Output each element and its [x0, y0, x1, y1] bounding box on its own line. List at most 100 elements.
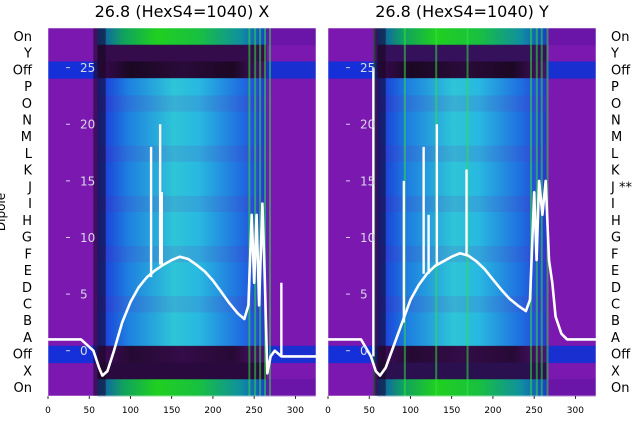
- heatmap-row-edge: [266, 379, 316, 397]
- heatmap-row: [97, 295, 267, 313]
- row-label: On: [611, 30, 629, 45]
- heatmap-row: [97, 111, 267, 129]
- row-label: N: [611, 114, 621, 129]
- row-label: X: [611, 364, 620, 379]
- row-label: C: [23, 298, 32, 313]
- heatmap-row: [377, 78, 547, 96]
- xtick-label: 300: [567, 406, 584, 416]
- overlay-ytick-label: 25: [360, 61, 375, 75]
- heatmap-row: [97, 94, 267, 113]
- overlay-ytick-label: 15: [360, 174, 375, 188]
- row-label: F: [611, 247, 618, 262]
- row-label: K: [23, 164, 32, 179]
- heatmap-row: [377, 295, 547, 313]
- heatmap-streak: [535, 28, 538, 396]
- heatmap-row-edge: [328, 345, 378, 364]
- heatmap-row: [97, 44, 267, 62]
- row-label: On: [14, 30, 32, 45]
- heatmap-row: [377, 379, 547, 397]
- overlay-ytick-label: 20: [80, 118, 95, 132]
- row-label: B: [611, 314, 620, 329]
- heatmap-row: [377, 61, 547, 79]
- overlay-line: [328, 179, 596, 377]
- heatmap-row: [97, 278, 267, 297]
- y-axis-label: Dipole: [0, 193, 8, 231]
- heatmap-row: [97, 262, 267, 280]
- row-label: J: [27, 180, 32, 195]
- heatmap-row-edge: [546, 61, 596, 79]
- heatmap-row: [377, 212, 547, 230]
- row-label: K: [611, 164, 620, 179]
- heatmap-row-edge: [546, 379, 596, 397]
- row-label: G: [611, 231, 621, 246]
- heatmap-row: [377, 111, 547, 129]
- row-label: I: [611, 197, 615, 212]
- row-label: P: [611, 80, 619, 95]
- row-label: E: [611, 264, 619, 279]
- row-label: O: [611, 97, 621, 112]
- overlay-ytick-label: 15: [80, 174, 95, 188]
- heatmap-row: [97, 78, 267, 96]
- heatmap-row: [97, 195, 267, 213]
- row-label: Off: [611, 63, 631, 78]
- heatmap-row-edge: [266, 28, 316, 46]
- heatmap-streak: [254, 28, 257, 396]
- row-label: Y: [610, 47, 619, 62]
- row-label: A: [23, 331, 32, 346]
- heatmap-row: [97, 362, 267, 380]
- heatmap-streak: [264, 28, 267, 396]
- row-label: B: [23, 314, 32, 329]
- xtick-label: 0: [325, 406, 331, 416]
- row-label: J **: [610, 180, 632, 195]
- overlay-line: [48, 202, 316, 377]
- overlay-ytick-label: 10: [80, 231, 95, 245]
- heatmap-row-edge: [48, 345, 98, 364]
- row-label: M: [21, 130, 32, 145]
- xtick-label: 150: [443, 406, 460, 416]
- overlay-ytick-label: 25: [80, 61, 95, 75]
- heatmap-row: [377, 329, 547, 347]
- heatmap-row: [377, 195, 547, 213]
- row-label: L: [611, 147, 619, 162]
- panel-frame: [47, 27, 317, 397]
- xtick-label: 50: [84, 406, 96, 416]
- row-label: On: [14, 381, 32, 396]
- heatmap-row: [377, 94, 547, 113]
- heatmap-row: [97, 228, 267, 246]
- heatmap-row: [97, 28, 267, 46]
- row-label: M: [611, 130, 622, 145]
- row-label: X: [23, 364, 32, 379]
- row-label: L: [25, 147, 33, 162]
- heatmap-row: [97, 161, 267, 180]
- heatmap-streak: [268, 28, 271, 396]
- row-label: Y: [23, 47, 32, 62]
- row-label: H: [611, 214, 621, 229]
- heatmap-row: [377, 362, 547, 380]
- row-label: I: [28, 197, 32, 212]
- heatmap-row: [377, 228, 547, 246]
- xtick-label: 250: [246, 406, 263, 416]
- row-label: D: [611, 281, 621, 296]
- overlay-ytick-label: 20: [360, 118, 375, 132]
- heatmap-streak: [248, 28, 251, 396]
- xtick-label: 50: [364, 406, 376, 416]
- xtick-label: 100: [402, 406, 419, 416]
- heatmap-streak: [530, 28, 533, 396]
- heatmap-row: [97, 128, 267, 146]
- heatmap-row-edge: [328, 61, 378, 79]
- xtick-label: 150: [163, 406, 180, 416]
- heatmap-row-edge: [546, 28, 596, 46]
- overlay-ytick-label: 0: [80, 344, 88, 358]
- heatmap-row: [377, 28, 547, 46]
- heatmap-shadow: [93, 28, 106, 396]
- row-label: A: [611, 331, 620, 346]
- overlay-ytick-label: 0: [360, 344, 368, 358]
- panel-frame: [327, 27, 597, 397]
- xtick-label: 250: [526, 406, 543, 416]
- xtick-label: 100: [122, 406, 139, 416]
- row-label: C: [611, 298, 620, 313]
- heatmap-row-edge: [48, 61, 98, 79]
